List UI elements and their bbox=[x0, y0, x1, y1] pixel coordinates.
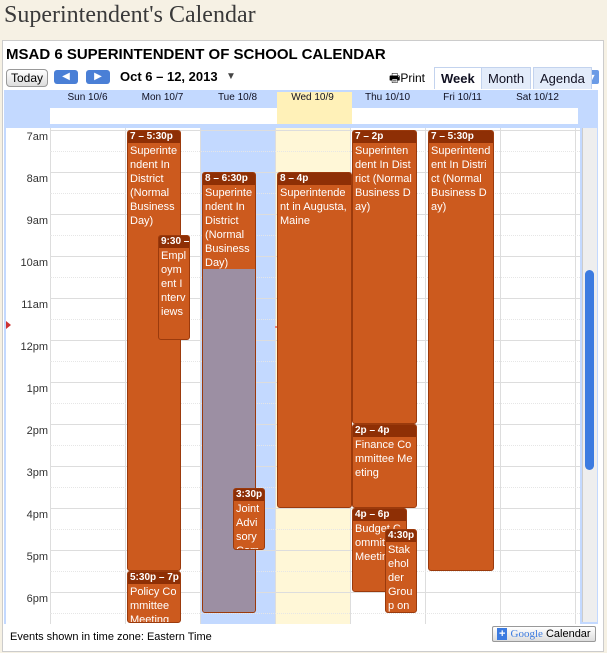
column-line bbox=[275, 128, 276, 624]
hour-label: 5pm bbox=[26, 551, 48, 563]
half-hour-line bbox=[50, 529, 580, 530]
event-title: Employment Interviews bbox=[161, 250, 187, 318]
event-title: Superintendent In District (Normal Busin… bbox=[355, 145, 412, 213]
badge-brand: Google bbox=[510, 628, 543, 640]
column-line bbox=[200, 128, 201, 624]
day-header[interactable]: Thu 10/10 bbox=[364, 92, 411, 103]
event[interactable]: 8 – 4p Superintendent in Augusta, Maine bbox=[277, 172, 352, 508]
view-tab[interactable]: Month bbox=[481, 67, 532, 89]
event[interactable]: 7 – 5:30p Superintendent In District (Nor… bbox=[127, 130, 181, 571]
hour-label: 8am bbox=[26, 173, 48, 185]
hour-label: 10am bbox=[20, 257, 48, 269]
event[interactable]: 2p – 4p Finance Committee Meeting bbox=[352, 424, 417, 508]
event[interactable]: 7 – 2p Superintendent In District (Normal… bbox=[352, 130, 417, 424]
event-title: Stakeholder Group on bbox=[388, 544, 413, 612]
event-time: 7 – 5:30p bbox=[128, 131, 180, 143]
event-time: 7 – 5:30p bbox=[429, 131, 493, 143]
hour-line bbox=[50, 592, 580, 593]
event-time: 8 – 6:30p bbox=[203, 173, 255, 185]
half-hour-line bbox=[50, 613, 580, 614]
hour-label: 2pm bbox=[26, 425, 48, 437]
event-time: 2p – 4p bbox=[353, 425, 416, 437]
event[interactable]: 5:30p – 7p Policy Committee Meeting bbox=[127, 571, 181, 623]
prev-button[interactable]: ◀ bbox=[54, 70, 78, 84]
today-button[interactable]: Today bbox=[6, 69, 49, 87]
event-title: Superintendent In District (Normal Busin… bbox=[431, 145, 491, 213]
hour-line bbox=[50, 130, 580, 131]
event-title: Joint Advisory Com bbox=[236, 503, 260, 549]
event-time: 4p – 6p bbox=[353, 509, 406, 521]
hour-line bbox=[50, 550, 580, 551]
hour-label: 12pm bbox=[20, 341, 48, 353]
event-overlap-shade bbox=[203, 269, 255, 612]
next-button[interactable]: ▶ bbox=[86, 70, 110, 84]
column-line bbox=[500, 128, 501, 624]
event[interactable]: 7 – 5:30p Superintendent In District (Nor… bbox=[428, 130, 494, 571]
current-time-marker bbox=[6, 321, 15, 329]
event-time: 8 – 4p bbox=[278, 173, 351, 185]
date-dropdown[interactable]: ▼ bbox=[226, 71, 236, 82]
column-line bbox=[50, 128, 51, 624]
event-title: Finance Committee Meeting bbox=[355, 439, 413, 479]
day-header[interactable]: Sat 10/12 bbox=[516, 92, 559, 103]
event-time: 9:30 – bbox=[159, 236, 190, 248]
event[interactable]: 4:30p Stakeholder Group on bbox=[385, 529, 417, 613]
day-header[interactable]: Tue 10/8 bbox=[217, 92, 258, 103]
hour-label: 3pm bbox=[26, 467, 48, 479]
event-time: 7 – 2p bbox=[353, 131, 416, 143]
time-grid: 7am 8am 9am 10am 11am 12pm 1pm 2pm 3pm 4pm 5pm 6pm 7… bbox=[6, 128, 580, 624]
event[interactable]: 3:30p Joint Advisory Com bbox=[233, 488, 265, 550]
hour-label: 4pm bbox=[26, 509, 48, 521]
google-calendar-badge[interactable]: + Google Calendar bbox=[492, 626, 596, 642]
badge-label: Calendar bbox=[545, 628, 591, 640]
day-header[interactable]: Fri 10/11 bbox=[443, 92, 482, 103]
day-header[interactable]: Mon 10/7 bbox=[141, 92, 184, 103]
column-line bbox=[125, 128, 126, 624]
view-tab[interactable]: Week bbox=[434, 67, 482, 89]
event-title: Policy Committee Meeting bbox=[130, 586, 177, 623]
event-time: 4:30p bbox=[386, 530, 416, 542]
hour-line bbox=[50, 508, 580, 509]
event[interactable]: 9:30 – Employment Interviews bbox=[158, 235, 190, 340]
calendar-title: MSAD 6 SUPERINTENDENT OF SCHOOL CALENDAR bbox=[6, 46, 386, 63]
view-tab[interactable]: Agenda bbox=[533, 67, 592, 89]
column-line bbox=[425, 128, 426, 624]
hour-label: 11am bbox=[21, 299, 48, 311]
date-range[interactable]: Oct 6 – 12, 2013 bbox=[120, 69, 218, 84]
event-title: Superintendent In District (Normal Busin… bbox=[205, 187, 253, 269]
page-title: Superintendent's Calendar bbox=[4, 2, 256, 28]
event[interactable]: 8 – 6:30p Superintendent In District (Nor… bbox=[202, 172, 256, 613]
column-line bbox=[575, 128, 576, 624]
print-button[interactable]: 🖶Print bbox=[389, 71, 426, 85]
event-title: Superintendent in Augusta, Maine bbox=[280, 187, 347, 227]
hour-label: 1pm bbox=[26, 383, 48, 395]
event-time: 3:30p bbox=[234, 489, 264, 501]
footer: Events shown in time zone: Eastern Time bbox=[10, 631, 212, 643]
hour-label: 6pm bbox=[26, 593, 48, 605]
event-time: 5:30p – 7p bbox=[128, 572, 180, 584]
today-header bbox=[277, 92, 352, 124]
half-hour-line bbox=[50, 151, 580, 152]
day-header[interactable]: Sun 10/6 bbox=[67, 92, 108, 103]
half-hour-line bbox=[50, 571, 580, 572]
scrollbar[interactable] bbox=[582, 128, 597, 622]
day-header[interactable]: Wed 10/9 bbox=[291, 92, 334, 103]
hour-label: 7am bbox=[26, 131, 48, 143]
print-label: Print bbox=[400, 71, 426, 85]
hour-label: 9am bbox=[26, 215, 48, 227]
event-title: Superintendent In District (Normal Busin… bbox=[130, 145, 178, 227]
